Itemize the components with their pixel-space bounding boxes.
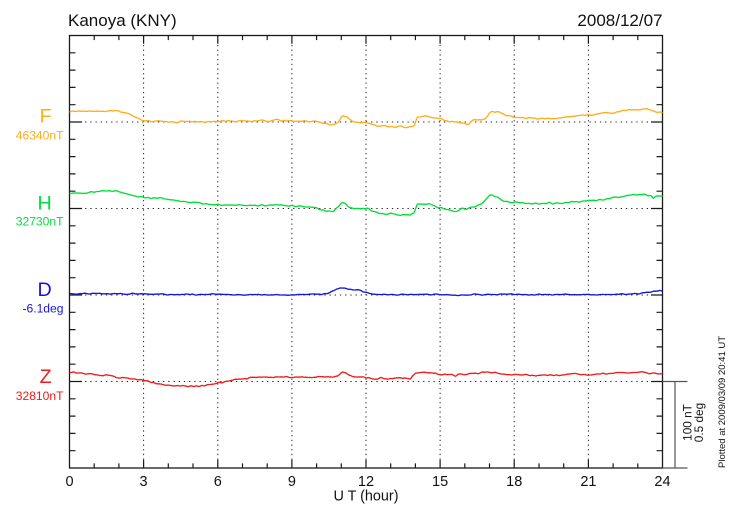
svg-text:15: 15	[432, 474, 448, 490]
svg-text:18: 18	[506, 474, 522, 490]
svg-text:6: 6	[214, 474, 222, 490]
svg-text:2008/12/07: 2008/12/07	[577, 11, 662, 30]
svg-text:F: F	[40, 106, 52, 128]
svg-text:0: 0	[65, 474, 73, 490]
svg-text:D: D	[37, 279, 51, 301]
svg-text:9: 9	[288, 474, 296, 490]
svg-text:H: H	[37, 193, 51, 215]
svg-text:24: 24	[654, 474, 670, 490]
svg-text:Kanoya (KNY): Kanoya (KNY)	[68, 11, 177, 30]
svg-text:-6.1deg: -6.1deg	[22, 301, 63, 315]
svg-text:21: 21	[580, 474, 596, 490]
svg-text:Plotted at 2009/03/09 20:41 UT: Plotted at 2009/03/09 20:41 UT	[717, 336, 728, 468]
svg-text:12: 12	[358, 474, 374, 490]
svg-text:0.5 deg: 0.5 deg	[692, 403, 706, 442]
svg-text:32730nT: 32730nT	[16, 215, 64, 229]
svg-text:Z: Z	[40, 366, 52, 388]
svg-text:3: 3	[140, 474, 148, 490]
svg-text:100 nT: 100 nT	[681, 404, 695, 441]
svg-text:46340nT: 46340nT	[16, 128, 64, 142]
svg-text:32810nT: 32810nT	[16, 389, 64, 403]
svg-text:U T (hour): U T (hour)	[333, 489, 398, 505]
